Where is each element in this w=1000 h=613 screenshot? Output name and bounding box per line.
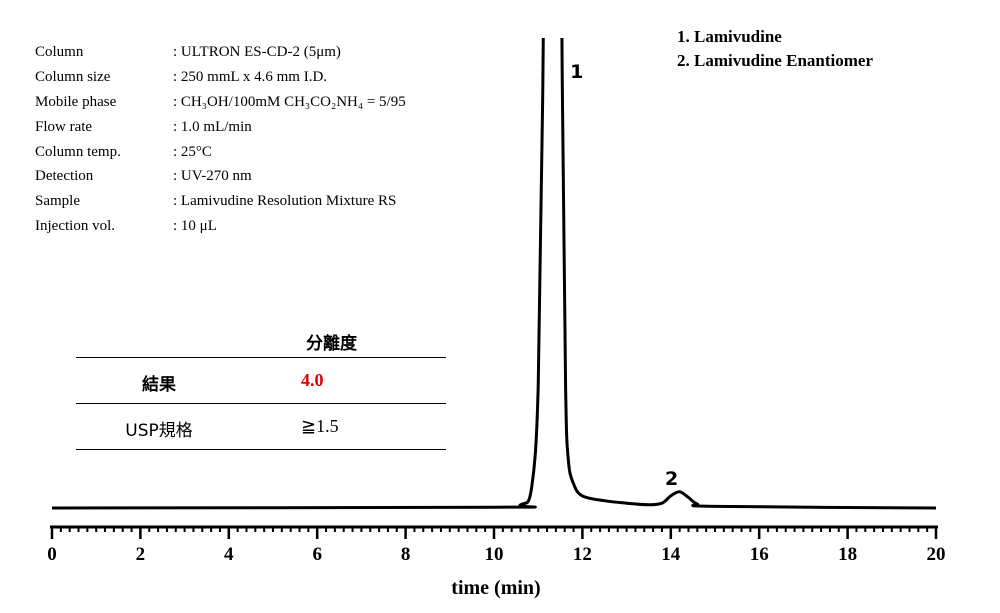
condition-value: : ULTRON ES-CD-2 (5μm): [173, 44, 341, 60]
condition-label: Column size: [35, 68, 111, 85]
x-tick-label: 16: [750, 544, 769, 565]
condition-label: Flow rate: [35, 118, 93, 135]
condition-value: : 1.0 mL/min: [173, 118, 252, 135]
x-tick-label: 4: [224, 544, 234, 565]
resolution-row-result: 結果 4.0: [76, 358, 446, 404]
x-tick-label: 2: [136, 544, 146, 565]
resolution-header-label: 分離度: [306, 334, 357, 354]
resolution-row-usp: USP規格 ≧1.5: [76, 404, 446, 450]
x-tick-label: 14: [661, 544, 681, 565]
condition-value: : 25°C: [173, 143, 212, 160]
x-tick-label: 12: [573, 544, 592, 565]
condition-label: Column temp.: [35, 143, 121, 160]
x-axis-title: time (min): [451, 577, 540, 599]
x-tick-label: 6: [312, 544, 322, 565]
condition-value: : 10 μL: [173, 218, 217, 235]
usp-value: ≧1.5: [301, 416, 339, 436]
condition-value: : 250 mmL x 4.6 mm I.D.: [173, 68, 328, 85]
chromatogram-trace: [51, 38, 937, 510]
peak-legend: 1. Lamivudine 2. Lamivudine Enantiomer: [677, 25, 873, 73]
legend-item-2: 2. Lamivudine Enantiomer: [677, 51, 873, 70]
condition-value: : Lamivudine Resolution Mixture RS: [173, 193, 397, 210]
x-tick-label: 8: [401, 544, 411, 565]
condition-label: Column: [35, 44, 84, 60]
result-value: 4.0: [301, 370, 324, 390]
x-tick-label: 0: [47, 544, 57, 565]
legend-item-1: 1. Lamivudine: [677, 27, 782, 46]
resolution-header: 分離度: [76, 324, 446, 358]
peak-label-2: 2: [665, 468, 678, 490]
resolution-table: 分離度 結果 4.0 USP規格 ≧1.5: [76, 324, 446, 450]
x-tick-label: 10: [485, 544, 504, 565]
condition-label: Injection vol.: [35, 218, 115, 235]
condition-label: Detection: [35, 168, 94, 185]
peak-label-1: 1: [570, 61, 583, 83]
x-tick-label: 20: [927, 544, 946, 565]
condition-label: Mobile phase: [35, 93, 117, 110]
result-label: 結果: [142, 375, 176, 395]
usp-label: USP規格: [125, 421, 193, 441]
condition-value: : CH₃OH/100mM CH₃CO₂NH₄ = 5/95: [173, 93, 406, 110]
x-tick-label: 18: [838, 544, 857, 565]
condition-value: : UV-270 nm: [173, 168, 252, 185]
condition-label: Sample: [35, 193, 80, 210]
